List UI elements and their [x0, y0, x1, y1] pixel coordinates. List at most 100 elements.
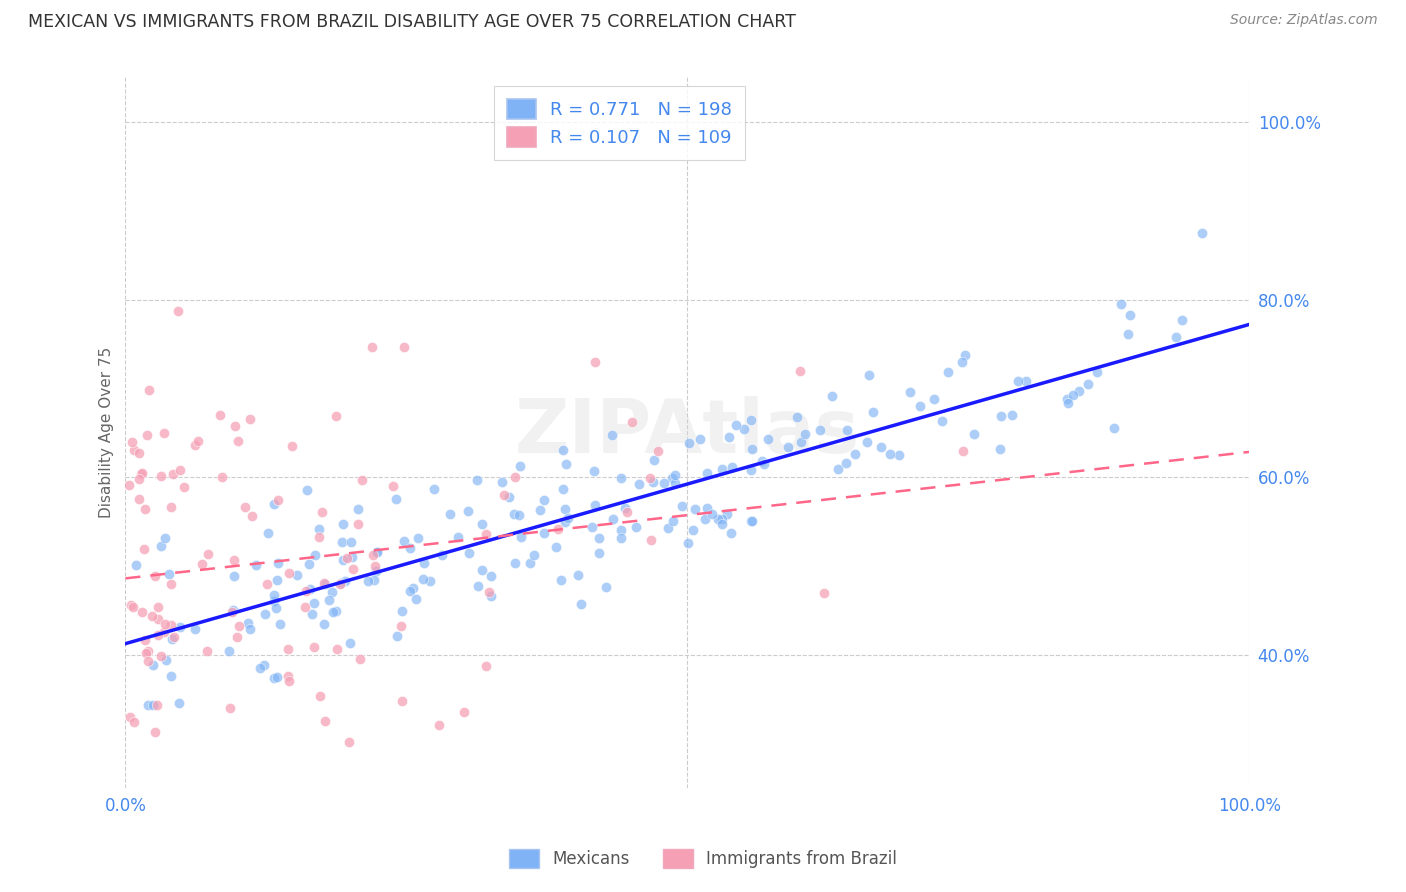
- Mexicans: [509, 459, 531, 474]
- Mexicans: [581, 520, 603, 534]
- Mexicans: [693, 512, 716, 526]
- Mexicans: [266, 670, 288, 684]
- Immigrants from Brazil: [222, 552, 245, 566]
- Mexicans: [491, 475, 513, 489]
- Mexicans: [711, 462, 734, 476]
- Mexicans: [725, 418, 748, 433]
- Mexicans: [1166, 330, 1188, 344]
- Mexicans: [295, 483, 318, 497]
- Mexicans: [922, 392, 945, 407]
- Immigrants from Brazil: [228, 619, 250, 633]
- Mexicans: [314, 576, 336, 591]
- Mexicans: [1001, 409, 1024, 423]
- Mexicans: [931, 414, 953, 428]
- Immigrants from Brazil: [224, 419, 246, 434]
- Text: Source: ZipAtlas.com: Source: ZipAtlas.com: [1230, 13, 1378, 28]
- Immigrants from Brazil: [392, 340, 415, 354]
- Mexicans: [142, 658, 165, 673]
- Mexicans: [740, 413, 762, 427]
- Mexicans: [264, 601, 287, 615]
- Immigrants from Brazil: [136, 654, 159, 668]
- Mexicans: [554, 515, 576, 529]
- Mexicans: [508, 508, 530, 523]
- Mexicans: [790, 434, 813, 449]
- Immigrants from Brazil: [475, 658, 498, 673]
- Mexicans: [664, 476, 686, 491]
- Immigrants from Brazil: [197, 547, 219, 561]
- Immigrants from Brazil: [160, 576, 183, 591]
- Immigrants from Brazil: [167, 304, 190, 318]
- Mexicans: [1171, 312, 1194, 326]
- Mexicans: [583, 465, 606, 479]
- Immigrants from Brazil: [478, 585, 501, 599]
- Immigrants from Brazil: [160, 500, 183, 515]
- Mexicans: [879, 447, 901, 461]
- Mexicans: [856, 435, 879, 450]
- Immigrants from Brazil: [336, 550, 359, 565]
- Mexicans: [169, 696, 191, 710]
- Mexicans: [457, 503, 479, 517]
- Mexicans: [1077, 376, 1099, 391]
- Mexicans: [366, 545, 388, 559]
- Mexicans: [249, 661, 271, 675]
- Mexicans: [754, 457, 776, 471]
- Immigrants from Brazil: [160, 617, 183, 632]
- Immigrants from Brazil: [233, 500, 256, 514]
- Immigrants from Brazil: [364, 558, 387, 573]
- Immigrants from Brazil: [620, 415, 643, 429]
- Mexicans: [834, 456, 856, 470]
- Immigrants from Brazil: [118, 709, 141, 723]
- Immigrants from Brazil: [342, 562, 364, 576]
- Mexicans: [222, 602, 245, 616]
- Mexicans: [661, 471, 683, 485]
- Immigrants from Brazil: [281, 439, 304, 453]
- Mexicans: [298, 557, 321, 571]
- Immigrants from Brazil: [128, 446, 150, 460]
- Mexicans: [550, 573, 572, 587]
- Immigrants from Brazil: [337, 734, 360, 748]
- Mexicans: [555, 457, 578, 471]
- Immigrants from Brazil: [162, 467, 184, 482]
- Mexicans: [458, 546, 481, 560]
- Mexicans: [257, 526, 280, 541]
- Mexicans: [160, 632, 183, 647]
- Mexicans: [366, 545, 388, 559]
- Mexicans: [609, 524, 631, 538]
- Immigrants from Brazil: [149, 648, 172, 663]
- Mexicans: [318, 593, 340, 607]
- Immigrants from Brazil: [453, 705, 475, 719]
- Legend: Mexicans, Immigrants from Brazil: Mexicans, Immigrants from Brazil: [502, 843, 904, 875]
- Immigrants from Brazil: [294, 599, 316, 614]
- Mexicans: [1015, 374, 1038, 388]
- Immigrants from Brazil: [349, 652, 371, 666]
- Mexicans: [385, 492, 408, 507]
- Mexicans: [523, 548, 546, 562]
- Mexicans: [142, 698, 165, 712]
- Text: MEXICAN VS IMMIGRANTS FROM BRAZIL DISABILITY AGE OVER 75 CORRELATION CHART: MEXICAN VS IMMIGRANTS FROM BRAZIL DISABI…: [28, 13, 796, 31]
- Mexicans: [479, 589, 502, 603]
- Mexicans: [236, 615, 259, 630]
- Mexicans: [245, 558, 267, 573]
- Mexicans: [696, 466, 718, 480]
- Mexicans: [298, 582, 321, 596]
- Mexicans: [1109, 296, 1132, 310]
- Mexicans: [254, 607, 277, 621]
- Immigrants from Brazil: [343, 797, 366, 812]
- Mexicans: [412, 572, 434, 586]
- Mexicans: [529, 503, 551, 517]
- Mexicans: [898, 385, 921, 400]
- Immigrants from Brazil: [219, 700, 242, 714]
- Mexicans: [266, 574, 288, 588]
- Immigrants from Brazil: [239, 412, 262, 426]
- Mexicans: [1007, 374, 1029, 388]
- Immigrants from Brazil: [134, 632, 156, 647]
- Mexicans: [184, 623, 207, 637]
- Immigrants from Brazil: [813, 586, 835, 600]
- Mexicans: [510, 530, 533, 544]
- Immigrants from Brazil: [122, 442, 145, 457]
- Mexicans: [751, 454, 773, 468]
- Immigrants from Brazil: [118, 477, 141, 491]
- Mexicans: [963, 427, 986, 442]
- Immigrants from Brazil: [314, 714, 336, 728]
- Mexicans: [595, 580, 617, 594]
